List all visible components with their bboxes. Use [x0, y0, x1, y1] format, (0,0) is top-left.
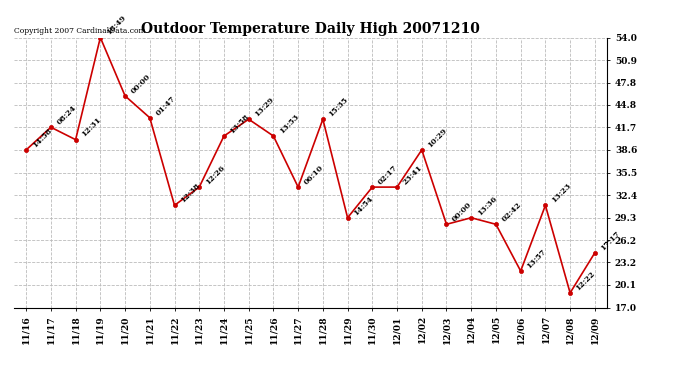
- Text: Copyright 2007 CardinalData.com: Copyright 2007 CardinalData.com: [14, 27, 146, 35]
- Text: 13:23: 13:23: [549, 182, 573, 204]
- Text: 13:29: 13:29: [253, 96, 275, 118]
- Text: 14:54: 14:54: [352, 194, 375, 217]
- Text: 17:17: 17:17: [599, 229, 622, 252]
- Text: 14:58: 14:58: [30, 126, 53, 149]
- Text: 12:26: 12:26: [204, 164, 226, 186]
- Title: Outdoor Temperature Daily High 20071210: Outdoor Temperature Daily High 20071210: [141, 22, 480, 36]
- Text: 06:10: 06:10: [302, 164, 325, 186]
- Text: 13:57: 13:57: [525, 248, 548, 270]
- Text: 12:38: 12:38: [179, 182, 201, 204]
- Text: 13:36: 13:36: [475, 194, 498, 217]
- Text: 15:35: 15:35: [327, 96, 350, 118]
- Text: 23:41: 23:41: [401, 164, 424, 186]
- Text: 00:00: 00:00: [129, 72, 152, 95]
- Text: 02:17: 02:17: [377, 164, 400, 186]
- Text: 12:31: 12:31: [80, 116, 103, 139]
- Text: 13:58: 13:58: [228, 112, 251, 135]
- Text: 12:22: 12:22: [574, 270, 597, 292]
- Text: 02:42: 02:42: [500, 201, 523, 223]
- Text: 08:24: 08:24: [55, 104, 78, 126]
- Text: 10:29: 10:29: [426, 126, 449, 149]
- Text: 18:49: 18:49: [104, 14, 127, 37]
- Text: 13:53: 13:53: [277, 112, 300, 135]
- Text: 01:47: 01:47: [154, 94, 177, 117]
- Text: 00:00: 00:00: [451, 201, 473, 223]
